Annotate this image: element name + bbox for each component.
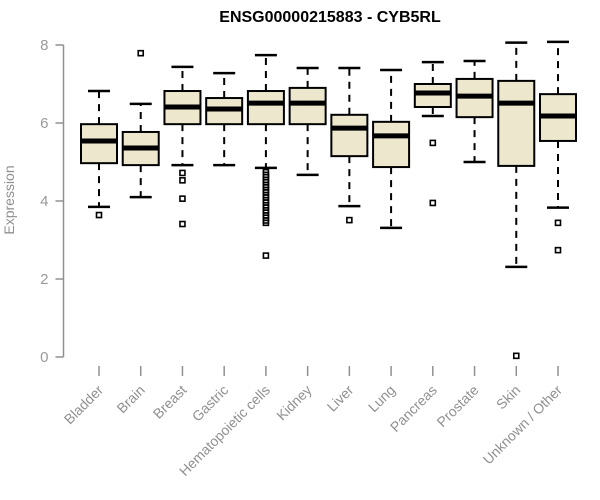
- box-liver: [330, 66, 369, 224]
- box-bladder: [80, 89, 118, 219]
- y-tick-label: 4: [40, 193, 48, 210]
- box-kidney: [288, 66, 327, 177]
- y-tick-label: 8: [40, 37, 48, 54]
- x-category-label: Kidney: [273, 382, 315, 424]
- chart-title: ENSG00000215883 - CYB5RL: [219, 9, 441, 26]
- iqr-box: [413, 83, 452, 109]
- iqr-box: [497, 79, 536, 167]
- iqr-box: [330, 113, 369, 158]
- outlier-point: [179, 220, 186, 228]
- x-category-label: Skin: [493, 382, 524, 413]
- iqr-box: [246, 90, 285, 126]
- outlier-point: [429, 139, 437, 147]
- x-category-label: Brain: [113, 382, 147, 416]
- outlier-point: [179, 177, 186, 184]
- iqr-box: [80, 123, 118, 165]
- box-skin: [497, 41, 536, 360]
- box-lung: [372, 68, 411, 230]
- x-category-label: Prostate: [433, 382, 481, 430]
- boxes-layer: [80, 40, 577, 360]
- box-breast: [163, 65, 202, 228]
- iqr-box: [372, 120, 411, 169]
- outlier-point: [429, 199, 437, 207]
- outlier-point: [262, 252, 270, 259]
- box-brain: [121, 49, 160, 199]
- box-hematopoietic-cells: [246, 53, 285, 259]
- y-tick-label: 6: [40, 115, 48, 132]
- x-category-label: Bladder: [61, 382, 107, 428]
- outlier-point: [179, 169, 186, 177]
- x-category-label: Liver: [324, 382, 357, 415]
- x-category-label: Lung: [365, 382, 398, 415]
- box-pancreas: [413, 60, 452, 207]
- outlier-point: [512, 352, 520, 360]
- y-tick-label: 2: [40, 271, 48, 288]
- x-category-label: Unknown / Other: [480, 382, 566, 468]
- y-tick-label: 0: [40, 349, 48, 366]
- outlier-point: [346, 216, 353, 224]
- outlier-point: [554, 219, 562, 227]
- outlier-point: [179, 195, 186, 202]
- outlier-point: [554, 246, 562, 254]
- iqr-box: [288, 86, 327, 126]
- box-unknown-other: [538, 40, 577, 254]
- outlier-point: [137, 49, 145, 57]
- box-prostate: [455, 59, 494, 164]
- outlier-point: [262, 219, 270, 227]
- outlier-point: [95, 211, 103, 219]
- y-axis-title: Expression: [1, 165, 17, 234]
- x-category-label: Breast: [150, 382, 190, 422]
- box-gastric: [205, 71, 244, 167]
